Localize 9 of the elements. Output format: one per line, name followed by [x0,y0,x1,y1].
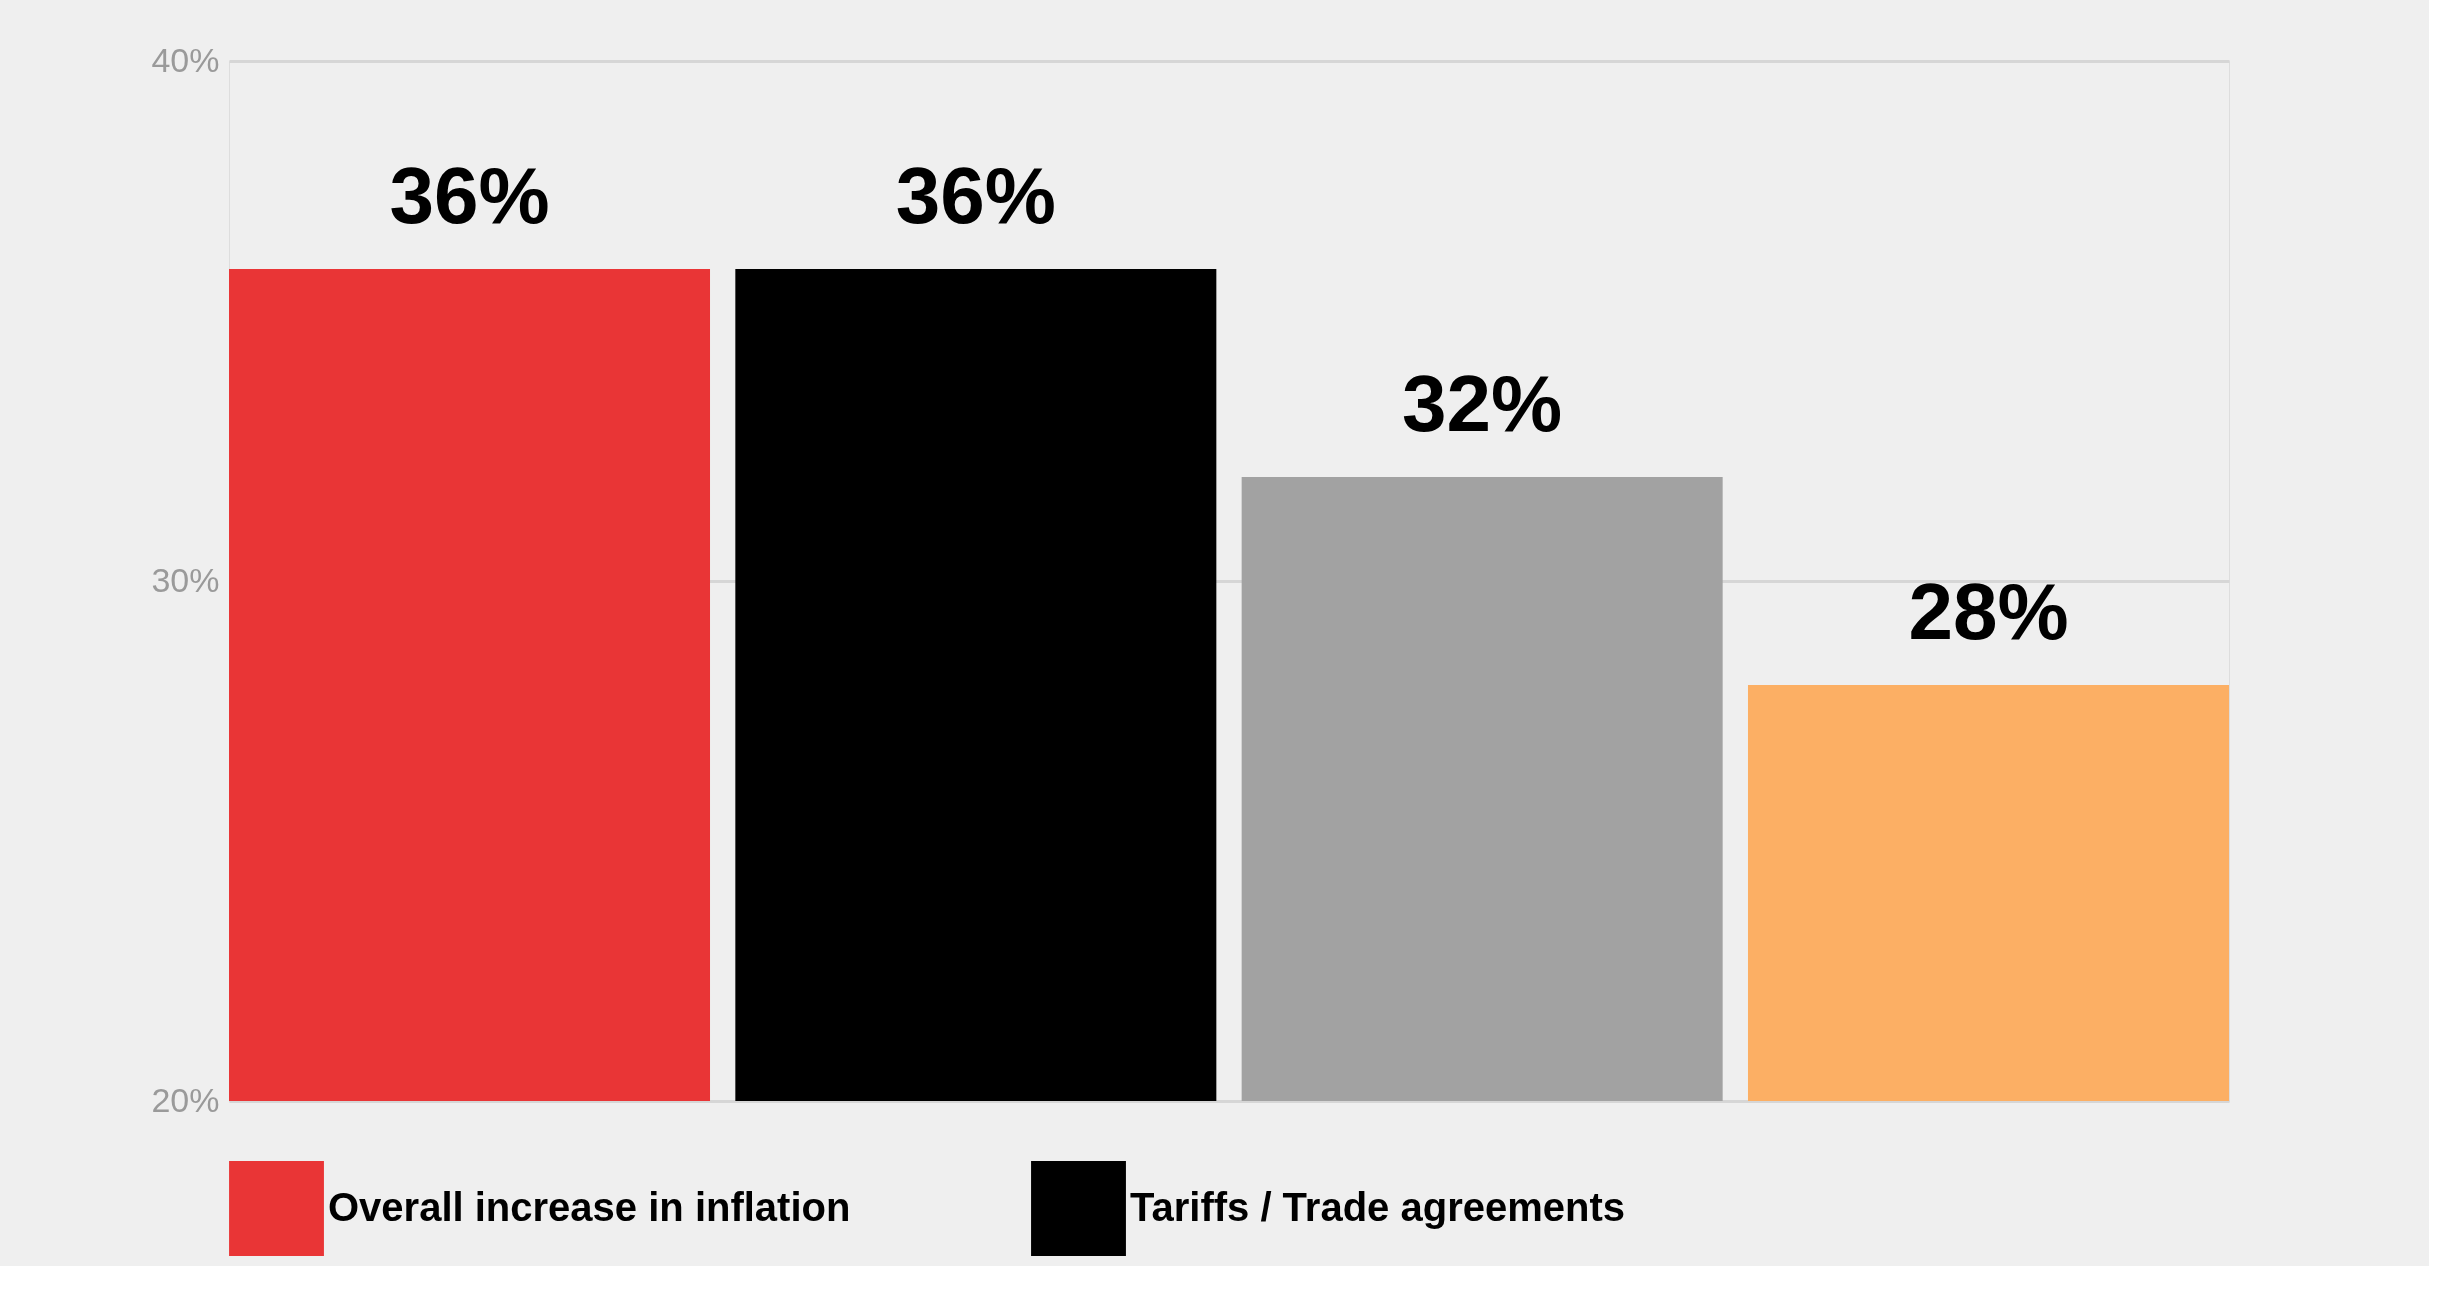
data-label: 28% [1908,567,2069,656]
legend-label: Tariffs / Trade agreements [1130,1184,1625,1229]
data-label: 32% [1402,359,1563,448]
y-tick-label: 20% [151,1080,220,1119]
y-tick-label: 40% [151,40,220,79]
y-tick-label: 30% [151,560,220,599]
data-label: 36% [895,151,1056,240]
legend-label: Overall increase in inflation [328,1184,851,1229]
data-label: 36% [389,151,550,240]
